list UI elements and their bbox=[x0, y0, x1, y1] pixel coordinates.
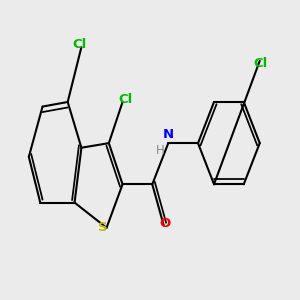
Text: Cl: Cl bbox=[119, 93, 133, 106]
Text: O: O bbox=[159, 217, 170, 230]
Text: Cl: Cl bbox=[254, 57, 268, 70]
Text: N: N bbox=[163, 128, 174, 141]
Text: Cl: Cl bbox=[72, 38, 86, 51]
Text: S: S bbox=[98, 221, 107, 234]
Text: H: H bbox=[156, 143, 165, 157]
